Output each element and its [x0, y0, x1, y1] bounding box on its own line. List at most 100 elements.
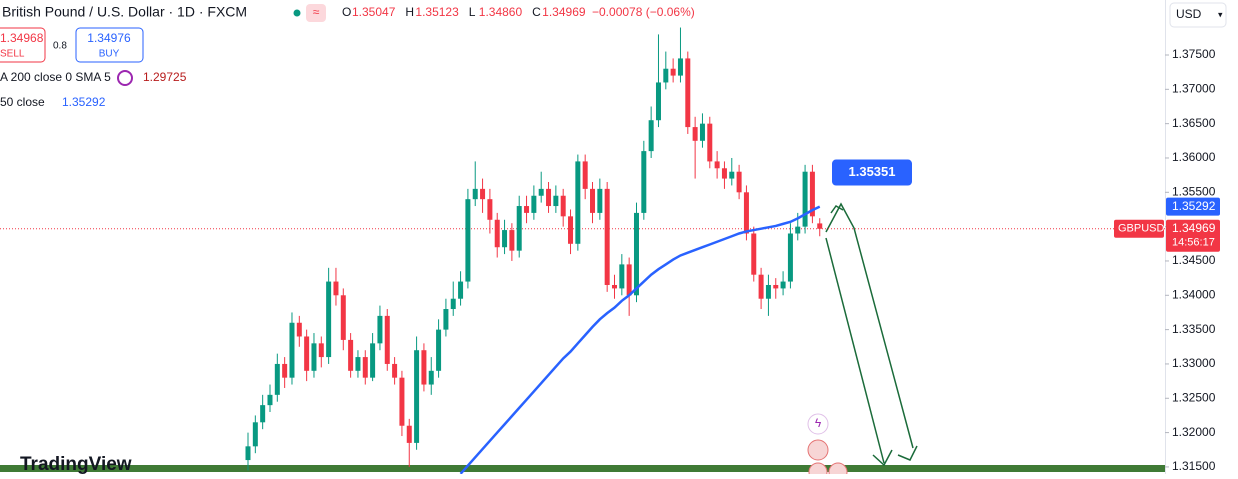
y-tick-label: 1.37000 — [1172, 81, 1216, 95]
candle-body — [480, 188, 486, 200]
candle-body — [619, 264, 625, 289]
candle-body — [406, 425, 412, 443]
event-icon[interactable] — [808, 462, 828, 479]
candle-body — [384, 315, 390, 364]
candle-body — [260, 405, 266, 423]
candle-body — [348, 339, 354, 371]
sell-price: 1.34968 — [0, 31, 44, 45]
candle-body — [604, 188, 610, 285]
candle-body — [318, 343, 324, 358]
currency-select[interactable] — [1169, 2, 1227, 28]
candle-body — [282, 363, 288, 378]
candle-body — [699, 123, 705, 141]
y-tick-label: 1.31500 — [1172, 459, 1216, 473]
currency: USD — [1176, 7, 1202, 21]
candle-body — [670, 68, 676, 76]
event-icon[interactable] — [807, 439, 829, 461]
candle-body — [751, 233, 757, 275]
price-axis-box — [1166, 219, 1220, 252]
candle-body — [773, 284, 779, 289]
candle-body — [487, 199, 493, 220]
candle-body — [362, 357, 368, 378]
arrow — [825, 202, 914, 449]
indicator-name: 50 close — [0, 95, 45, 109]
event-icon[interactable] — [828, 462, 848, 479]
candle-body — [458, 281, 464, 299]
candle-body — [780, 281, 786, 289]
arrow-head — [897, 445, 918, 461]
y-tick-label: 1.34000 — [1172, 287, 1216, 301]
ohlc-value: 1.35123 — [415, 5, 459, 19]
ohlc-value: 1.34860 — [479, 5, 523, 19]
y-tick-label: 1.35500 — [1172, 184, 1216, 198]
candle-body — [392, 363, 398, 378]
ohlc: O 1.35047 H 1.35123 L 1.34860 C 1.34969 — [342, 5, 586, 19]
candle-body — [304, 336, 310, 371]
y-tick-label: 1.33000 — [1172, 356, 1216, 370]
candle-body — [333, 281, 339, 296]
candle-body — [524, 206, 530, 213]
ohlc-key: O — [342, 5, 351, 19]
candle-body — [252, 422, 258, 447]
event-icon[interactable] — [807, 413, 829, 435]
y-tick-label: 1.37500 — [1172, 47, 1216, 61]
candle-body — [450, 298, 456, 310]
callout — [832, 159, 912, 186]
ohlc-key: C — [532, 5, 541, 19]
candle-body — [377, 315, 383, 344]
candle-body — [267, 394, 273, 406]
spread: 0.8 — [53, 41, 67, 52]
indicator-name: A 200 close 0 SMA 5 — [0, 70, 111, 84]
candle-body — [758, 274, 764, 299]
countdown: 14:56:17 — [1172, 237, 1215, 249]
candle-body — [743, 192, 749, 234]
candle-body — [641, 151, 647, 213]
dropdown-caret: ▾ — [1218, 9, 1223, 19]
market-icon — [306, 4, 326, 22]
candle-body — [626, 264, 632, 296]
candle-body — [582, 161, 588, 189]
candle-body — [443, 309, 449, 330]
sell-button[interactable] — [0, 27, 46, 63]
symbol-box — [1114, 219, 1164, 238]
candle-body — [787, 233, 793, 282]
y-tick-label: 1.34500 — [1172, 253, 1216, 267]
sma-axis-label: 1.35292 — [1172, 199, 1216, 213]
candle-body — [465, 199, 471, 282]
candle-body — [289, 322, 295, 378]
candle-body — [655, 82, 661, 121]
candle-body — [340, 295, 346, 340]
symbol-label: GBPUSD — [1118, 223, 1165, 235]
ohlc-key: L — [469, 5, 476, 19]
candle-body — [538, 188, 544, 196]
y-tick-label: 1.36000 — [1172, 150, 1216, 164]
event-icon: ϟ — [815, 416, 822, 430]
ohlc-key: H — [405, 5, 414, 19]
candle-body — [553, 195, 559, 207]
candle-body — [802, 171, 808, 227]
candle-body — [245, 446, 251, 461]
candle-body — [809, 171, 815, 217]
candle-body — [612, 284, 617, 289]
y-tick-label: 1.36500 — [1172, 116, 1216, 130]
candle-body — [326, 281, 332, 358]
candle-body — [568, 216, 574, 244]
candle-body — [721, 168, 727, 179]
status-dot — [293, 9, 301, 17]
arrow — [825, 237, 885, 464]
sell-label: SELL — [0, 49, 25, 60]
candle-body — [692, 127, 698, 141]
candle-body — [311, 343, 317, 371]
ohlc-value: 1.34969 — [542, 5, 586, 19]
indicator-icon[interactable] — [117, 70, 133, 86]
indicator-value: 1.35292 — [62, 95, 106, 109]
candle-body — [502, 230, 508, 248]
candle-body — [414, 350, 420, 443]
buy-button[interactable] — [75, 27, 144, 63]
candle-body — [714, 161, 720, 169]
callout-label: 1.35351 — [849, 164, 896, 179]
candle-body — [531, 195, 537, 213]
candle-body — [817, 223, 823, 229]
y-tick-label: 1.32000 — [1172, 425, 1216, 439]
